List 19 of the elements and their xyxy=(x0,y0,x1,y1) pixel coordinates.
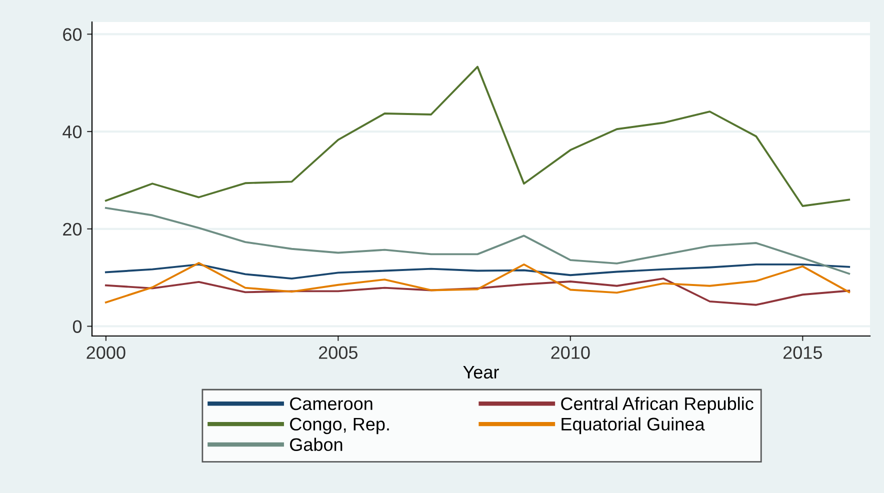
legend-label: Gabon xyxy=(290,438,342,451)
line-series xyxy=(104,263,850,280)
x-tick-label: 2005 xyxy=(319,346,358,359)
x-tick-label: 2015 xyxy=(783,346,822,359)
line-series xyxy=(104,206,850,275)
x-tick-label: 2000 xyxy=(86,346,126,359)
legend-label: Cameroon xyxy=(290,397,372,410)
line-series xyxy=(104,262,850,304)
line-series xyxy=(104,278,850,306)
legend-label: Equatorial Guinea xyxy=(562,417,705,434)
y-tick-label: 20 xyxy=(63,222,82,236)
legend-label: Central African Republic xyxy=(561,396,754,414)
y-tick-label: 60 xyxy=(63,28,82,41)
x-axis-title: Year xyxy=(463,366,499,379)
line-series xyxy=(104,66,850,207)
x-tick-label: 2010 xyxy=(551,346,590,359)
y-tick-label: 40 xyxy=(62,125,82,138)
y-tick-label: 0 xyxy=(72,320,82,333)
legend-label: Congo, Rep. xyxy=(290,418,389,434)
